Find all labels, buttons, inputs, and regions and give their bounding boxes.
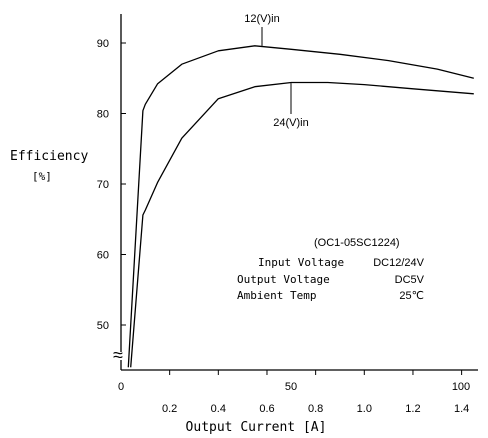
y-tick-label: 90 [97, 38, 109, 50]
x-tick-label: 1.0 [357, 403, 372, 415]
series-line-2 [130, 81, 474, 368]
spec-input-value: DC12/24V [373, 257, 424, 269]
load-tick-label: 0 [118, 381, 124, 393]
spec-annotation: (OC1-05SC1224) Input Voltage DC12/24V Ou… [237, 237, 425, 302]
spec-output-value: DC5V [395, 274, 425, 286]
y-ticks: 50 60 70 80 90 [97, 38, 126, 332]
y-tick-label: 50 [97, 320, 109, 332]
series-label-12v: 12(V)in [244, 13, 279, 25]
y-axis-title: Efficiency [10, 149, 88, 164]
y-tick-label: 80 [97, 109, 109, 121]
spec-temp-label: Ambient Temp [237, 289, 316, 302]
spec-input-label: Input Voltage [258, 256, 344, 269]
x-tick-label: 1.4 [454, 403, 469, 415]
y-tick-label: 60 [97, 250, 109, 262]
load-tick-label: 100 [452, 381, 470, 393]
spec-output-label: Output Voltage [237, 273, 330, 286]
series-layer [127, 45, 474, 368]
x-tick-label: 1.2 [405, 403, 420, 415]
x-tick-label: 0.4 [211, 403, 226, 415]
x-tick-label: 0.8 [308, 403, 323, 415]
x-tick-label: 0.6 [259, 403, 274, 415]
load-tick-label: 50 [285, 381, 297, 393]
series-line-1 [127, 45, 474, 368]
y-tick-label: 70 [97, 179, 109, 191]
axis-break-mark: ≈ [113, 345, 123, 365]
x-axis-title: Output Current [A] [186, 420, 327, 435]
x-tick-label: 0.2 [162, 403, 177, 415]
series-label-24v: 24(V)in [273, 117, 308, 129]
leader-lines: 12(V)in 24(V)in [244, 13, 308, 129]
x-ticks: 0.2 0.4 0.6 0.8 1.0 1.2 1.4 0 50 100 [118, 370, 470, 415]
spec-temp-value: 25℃ [399, 290, 424, 302]
y-axis-unit: [%] [32, 170, 52, 183]
model-label: (OC1-05SC1224) [314, 237, 400, 249]
